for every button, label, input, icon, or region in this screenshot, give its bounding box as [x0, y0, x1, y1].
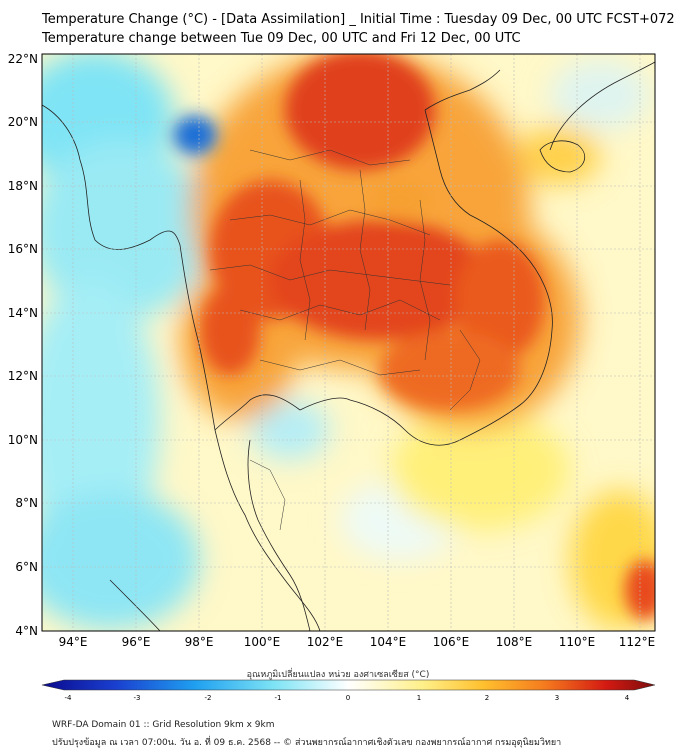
graticule — [42, 54, 655, 631]
colorbar-ticks: -4 -3 -2 -1 0 1 2 3 4 — [65, 694, 630, 702]
colorbar-tick-label: 1 — [417, 694, 421, 702]
lon-tick-label: 102°E — [307, 635, 344, 649]
latitude-axis: 22°N 20°N 18°N 16°N 14°N 12°N 10°N 8°N 6… — [8, 52, 38, 638]
longitude-axis: 94°E 96°E 98°E 100°E 102°E 104°E 106°E 1… — [59, 635, 656, 649]
lat-tick-label: 14°N — [8, 306, 38, 320]
colorbar-tick-label: 2 — [485, 694, 489, 702]
lat-tick-label: 22°N — [8, 52, 38, 66]
colorbar-tick-label: -1 — [275, 694, 282, 702]
colorbar-tick-label: -3 — [134, 694, 141, 702]
colorbar-label: อุณหภูมิเปลี่ยนแปลง หน่วย องศาเซลเซียส (… — [246, 670, 430, 680]
lon-tick-label: 106°E — [433, 635, 470, 649]
colorbar-bar — [41, 679, 656, 691]
map-title-line1: Temperature Change (°C) - [Data Assimila… — [42, 12, 675, 27]
coastlines — [42, 61, 655, 631]
lon-tick-label: 104°E — [370, 635, 407, 649]
temperature-field — [42, 54, 655, 631]
lat-tick-label: 12°N — [8, 369, 38, 383]
lat-tick-label: 8°N — [15, 496, 38, 510]
plot-frame — [41, 53, 656, 632]
footer-update-info: ปรับปรุงข้อมูล ณ เวลา 07:00น. วัน อ. ที่… — [52, 738, 562, 748]
lon-tick-label: 94°E — [59, 635, 88, 649]
lon-tick-label: 100°E — [244, 635, 281, 649]
colorbar: -4 -3 -2 -1 0 1 2 3 4 — [41, 679, 656, 702]
lat-tick-label: 18°N — [8, 179, 38, 193]
footer-domain-info: WRF-DA Domain 01 :: Grid Resolution 9km … — [52, 720, 275, 730]
colorbar-tick-label: -4 — [65, 694, 73, 702]
admin-borders — [209, 149, 481, 531]
lon-tick-label: 98°E — [185, 635, 214, 649]
colorbar-tick-label: 3 — [555, 694, 559, 702]
lon-tick-label: 112°E — [619, 635, 656, 649]
lat-tick-label: 6°N — [15, 560, 38, 574]
lon-tick-label: 108°E — [496, 635, 533, 649]
colorbar-tick-label: 0 — [346, 694, 350, 702]
lat-tick-label: 4°N — [15, 624, 38, 638]
colorbar-tick-label: 4 — [625, 694, 630, 702]
lat-tick-label: 20°N — [8, 115, 38, 129]
lat-tick-label: 16°N — [8, 242, 38, 256]
lon-tick-label: 110°E — [559, 635, 596, 649]
map-title-line2: Temperature change between Tue 09 Dec, 0… — [42, 31, 521, 46]
lon-tick-label: 96°E — [122, 635, 151, 649]
colorbar-tick-label: -2 — [205, 694, 212, 702]
lat-tick-label: 10°N — [8, 433, 38, 447]
